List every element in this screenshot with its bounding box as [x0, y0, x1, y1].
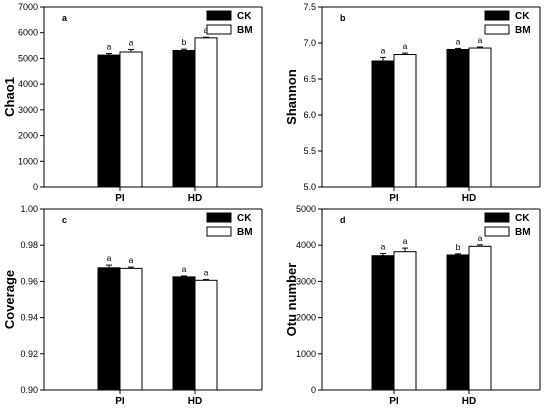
y-tick-label: 6.5: [303, 74, 316, 84]
legend-swatch-ck: [206, 10, 232, 21]
legend-label-bm: BM: [515, 25, 531, 36]
y-tick-label: 0.98: [20, 240, 38, 250]
legend-label-ck: CK: [515, 213, 530, 224]
y-tick-label: 5000: [296, 204, 316, 214]
bar-ck: [446, 254, 470, 391]
bar-ck: [371, 60, 395, 188]
legend-label-ck: CK: [237, 11, 252, 22]
legend-label-ck: CK: [515, 11, 530, 22]
y-tick-label: 3000: [18, 105, 38, 115]
y-tick-label: 0: [33, 182, 38, 192]
significance-label: a: [456, 36, 461, 46]
y-tick-label: 1000: [296, 349, 316, 359]
y-tick-label: 7000: [18, 2, 38, 12]
panel-label: a: [62, 13, 68, 23]
y-tick-label: 6000: [18, 28, 38, 38]
y-axis-label: Coverage: [2, 270, 17, 329]
y-tick-label: 5.0: [303, 182, 316, 192]
y-tick-label: 2000: [18, 131, 38, 141]
bar-ck: [371, 255, 395, 391]
panel-label: d: [340, 215, 346, 225]
legend-swatch-bm: [484, 24, 510, 35]
bar-bm: [393, 54, 417, 188]
legend-swatch-ck: [484, 212, 510, 223]
x-tick-label: PI: [115, 193, 125, 204]
x-tick-label: PI: [115, 396, 125, 407]
bar-ck: [97, 267, 121, 391]
y-tick-label: 0: [311, 385, 316, 395]
y-tick-label: 3000: [296, 276, 316, 286]
bar-ck: [446, 48, 470, 188]
significance-label: a: [204, 25, 209, 35]
x-tick-label: HD: [188, 396, 202, 407]
significance-label: a: [381, 242, 386, 252]
significance-label: b: [456, 242, 461, 252]
legend-swatch-ck: [206, 212, 232, 223]
legend-label-ck: CK: [237, 213, 252, 224]
y-tick-label: 0.90: [20, 385, 38, 395]
y-tick-label: 0.94: [20, 313, 38, 323]
chart-panel-d: 0 1000 2000 3000 4000 5000 Otu number d PI a a HD b a…: [284, 204, 541, 407]
bar-ck: [172, 49, 196, 188]
bar-bm: [194, 279, 218, 391]
y-axis-label: Chao1: [2, 77, 17, 117]
x-tick-label: PI: [389, 396, 399, 407]
x-tick-label: PI: [389, 193, 399, 204]
y-tick-label: 0.96: [20, 276, 38, 286]
chart-panel-c: 0.90 0.92 0.94 0.96 0.98 1.00 Coverage c PI a a HD a…: [2, 204, 263, 407]
significance-label: a: [381, 45, 386, 55]
chart-panel-a: 0 1000 2000 3000 4000 5000 6000 7000 Chao1 a PI a a H…: [2, 2, 263, 204]
significance-label: a: [182, 264, 187, 274]
legend-label-bm: BM: [237, 227, 253, 238]
y-tick-label: 2000: [296, 313, 316, 323]
legend-swatch-bm: [206, 226, 232, 237]
significance-label: a: [478, 35, 483, 45]
legend-swatch-bm: [484, 226, 510, 237]
x-tick-label: HD: [462, 193, 476, 204]
y-tick-label: 4000: [18, 79, 38, 89]
bar-bm: [119, 267, 143, 391]
y-tick-label: 1000: [18, 156, 38, 166]
panel-label: c: [62, 215, 67, 225]
bar-bm: [393, 251, 417, 391]
legend-swatch-bm: [206, 24, 232, 35]
bar-bm: [194, 37, 218, 188]
bar-bm: [468, 47, 492, 188]
x-tick-label: HD: [462, 396, 476, 407]
bar-bm: [468, 245, 492, 391]
y-tick-label: 7.0: [303, 38, 316, 48]
y-tick-label: 5.5: [303, 146, 316, 156]
y-tick-label: 0.92: [20, 349, 38, 359]
legend-swatch-ck: [484, 10, 510, 21]
y-tick-label: 6.0: [303, 110, 316, 120]
significance-label: a: [403, 41, 408, 51]
panel-label: b: [340, 13, 346, 23]
y-axis-label: Otu number: [284, 263, 299, 337]
y-tick-label: 5000: [18, 53, 38, 63]
legend-label-bm: BM: [515, 227, 531, 238]
chart-panel-b: 5.0 5.5 6.0 6.5 7.0 7.5 Shannon b PI a a HD a a CK BM: [284, 2, 541, 204]
significance-label: a: [107, 253, 112, 263]
significance-label: a: [403, 236, 408, 246]
legend-label-bm: BM: [237, 25, 253, 36]
y-tick-label: 7.5: [303, 2, 316, 12]
y-tick-label: 4000: [296, 240, 316, 250]
significance-label: a: [129, 37, 134, 47]
significance-label: a: [107, 42, 112, 52]
significance-label: a: [478, 233, 483, 243]
significance-label: a: [204, 267, 209, 277]
bar-bm: [119, 51, 143, 188]
x-tick-label: HD: [188, 193, 202, 204]
y-tick-label: 1.00: [20, 204, 38, 214]
bar-ck: [97, 54, 121, 188]
bar-ck: [172, 276, 196, 391]
significance-label: a: [129, 255, 134, 265]
y-axis-label: Shannon: [284, 69, 299, 125]
significance-label: b: [182, 37, 187, 47]
